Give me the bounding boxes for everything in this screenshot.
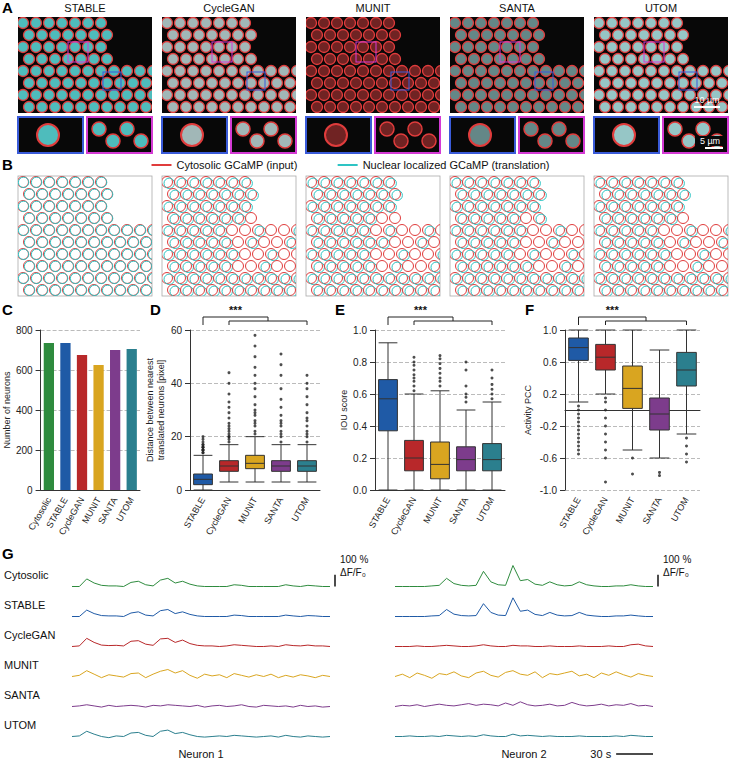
- svg-text:100 %: 100 %: [663, 554, 691, 565]
- svg-text:10 µm: 10 µm: [694, 95, 719, 105]
- svg-text:20: 20: [171, 431, 183, 442]
- svg-text:Neuron 2: Neuron 2: [501, 748, 546, 760]
- svg-text:MUNIT: MUNIT: [421, 495, 444, 525]
- svg-text:5 µm: 5 µm: [700, 136, 720, 146]
- svg-text:A: A: [2, 0, 13, 16]
- svg-text:Nuclear localized GCaMP (trans: Nuclear localized GCaMP (translation): [363, 159, 550, 171]
- svg-text:CycleGAN: CycleGAN: [203, 2, 254, 14]
- svg-text:CycleGAN: CycleGAN: [56, 495, 87, 537]
- svg-text:Neuron 1: Neuron 1: [178, 748, 223, 760]
- svg-text:SANTA: SANTA: [262, 495, 285, 525]
- svg-text:***: ***: [414, 304, 428, 316]
- svg-text:STABLE: STABLE: [557, 495, 583, 529]
- svg-text:0.8: 0.8: [353, 357, 367, 368]
- svg-text:0.2: 0.2: [353, 453, 367, 464]
- svg-text:D: D: [150, 301, 161, 318]
- svg-text:100 %: 100 %: [340, 554, 368, 565]
- svg-text:0.6: 0.6: [353, 389, 367, 400]
- svg-text:MUNIT: MUNIT: [614, 495, 637, 525]
- svg-text:MUNIT: MUNIT: [4, 659, 39, 671]
- svg-text:E: E: [335, 301, 345, 318]
- svg-text:SANTA: SANTA: [4, 689, 41, 701]
- svg-text:Activity PCC: Activity PCC: [523, 385, 533, 436]
- svg-text:ΔF/F₀: ΔF/F₀: [663, 567, 689, 578]
- svg-text:CycleGAN: CycleGAN: [204, 495, 234, 536]
- svg-text:SANTA: SANTA: [96, 495, 119, 525]
- svg-text:40: 40: [171, 378, 183, 389]
- svg-text:UTOM: UTOM: [114, 495, 136, 523]
- svg-text:SANTA: SANTA: [499, 2, 536, 14]
- svg-text:UTOM: UTOM: [475, 495, 497, 523]
- svg-text:STABLE: STABLE: [44, 495, 70, 530]
- svg-text:ΔF/F₀: ΔF/F₀: [340, 567, 366, 578]
- svg-text:1.0: 1.0: [353, 325, 367, 336]
- svg-text:C: C: [2, 301, 13, 318]
- svg-text:B: B: [2, 156, 13, 173]
- svg-text:Number of neurons: Number of neurons: [2, 371, 12, 449]
- svg-text:STABLE: STABLE: [64, 2, 105, 14]
- svg-text:***: ***: [606, 304, 620, 316]
- svg-text:G: G: [2, 545, 14, 562]
- svg-text:MUNIT: MUNIT: [356, 2, 391, 14]
- svg-text:UTOM: UTOM: [4, 719, 36, 731]
- svg-text:translated neurons [pixel]: translated neurons [pixel]: [156, 360, 166, 461]
- svg-text:STABLE: STABLE: [4, 599, 45, 611]
- svg-text:1.0: 1.0: [543, 325, 557, 336]
- svg-text:0: 0: [176, 485, 182, 496]
- svg-text:STABLE: STABLE: [182, 495, 208, 529]
- svg-text:CycleGAN: CycleGAN: [580, 495, 610, 536]
- svg-text:0.2: 0.2: [543, 389, 557, 400]
- svg-text:UTOM: UTOM: [645, 2, 677, 14]
- svg-text:-1.0: -1.0: [540, 485, 558, 496]
- svg-text:***: ***: [229, 304, 243, 316]
- svg-text:SANTA: SANTA: [447, 495, 470, 525]
- svg-text:30 s: 30 s: [590, 748, 611, 760]
- svg-text:600: 600: [16, 365, 33, 376]
- svg-text:F: F: [525, 301, 534, 318]
- svg-text:UTOM: UTOM: [669, 495, 691, 523]
- svg-text:Distance between nearest: Distance between nearest: [145, 357, 155, 462]
- svg-text:CycleGAN: CycleGAN: [4, 629, 55, 641]
- svg-text:0.0: 0.0: [353, 485, 367, 496]
- svg-text:STABLE: STABLE: [367, 495, 393, 529]
- svg-text:0.4: 0.4: [353, 421, 367, 432]
- svg-text:60: 60: [171, 325, 183, 336]
- svg-text:CycleGAN: CycleGAN: [389, 495, 419, 536]
- svg-text:UTOM: UTOM: [290, 495, 312, 523]
- svg-text:Cytosolic: Cytosolic: [4, 569, 49, 581]
- svg-text:-0.6: -0.6: [540, 453, 558, 464]
- svg-text:MUNIT: MUNIT: [80, 495, 103, 526]
- svg-text:400: 400: [16, 405, 33, 416]
- svg-text:-0.2: -0.2: [540, 421, 558, 432]
- svg-text:0: 0: [27, 485, 33, 496]
- svg-text:Cytosolic GCaMP (input): Cytosolic GCaMP (input): [177, 159, 298, 171]
- svg-text:0.6: 0.6: [543, 357, 557, 368]
- svg-text:IOU score: IOU score: [339, 390, 349, 431]
- svg-text:MUNIT: MUNIT: [236, 495, 259, 525]
- svg-text:800: 800: [16, 325, 33, 336]
- svg-text:200: 200: [16, 445, 33, 456]
- svg-text:SANTA: SANTA: [641, 495, 664, 525]
- svg-text:Cytosolic: Cytosolic: [26, 495, 54, 533]
